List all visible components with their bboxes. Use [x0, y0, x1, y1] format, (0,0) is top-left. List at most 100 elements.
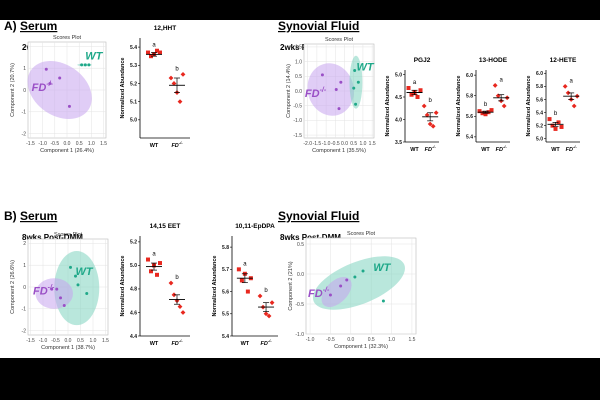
x-tick-label: -1.5 [26, 338, 35, 344]
y-tick-label: 5.4 [536, 110, 543, 116]
wt-point [353, 68, 357, 72]
y-tick-label: 5.2 [536, 123, 543, 129]
dot-plot-A-sf-13HODE: 5.4 5.6 5.8 6.0 13-HODE Normalized Abundance W… [456, 57, 510, 153]
metabolite-title: 13-HODE [479, 57, 508, 64]
fd-point [339, 284, 343, 288]
wt-data-point [418, 88, 423, 93]
dot-plot-B-serum-EET: 4.4 4.6 4.8 5.0 5.2 14,15 EET Normalized Abund… [120, 223, 190, 347]
y-axis-label: Component 2 (21%) [288, 261, 294, 310]
fd-point [337, 107, 341, 111]
y-axis-label: Normalized Abundance [526, 76, 532, 137]
wt-point [352, 86, 356, 90]
wt-point [80, 63, 84, 67]
section-subtitle: 8wks Post-DMM [22, 233, 83, 242]
fd-data-point [177, 304, 183, 309]
y-tick-label: 5.2 [130, 240, 137, 246]
x-tick-label: 1.5 [408, 337, 415, 343]
y-tick-label: 0.0 [297, 272, 304, 278]
dot-plot-A-sf-PGJ2: 3.5 4.0 4.5 5.0 PGJ2 Normalized Abundance WT a F… [385, 57, 439, 153]
significance-letter: b [484, 102, 488, 108]
wt-data-point [553, 126, 558, 131]
y-tick-label: -1.0 [293, 118, 302, 124]
significance-letter: b [175, 66, 179, 72]
y-tick-label: 5.0 [130, 263, 137, 269]
significance-letter: a [243, 261, 247, 267]
wt-point [353, 275, 357, 279]
fd-confidence-ellipse [27, 61, 92, 119]
wt-point [87, 63, 91, 67]
scores-plot-B-sf-scores: -1.0 -0.5 0.0 0.5 1.0 1.5 -1.0 -0.5 0.0 0.5 Scores… [288, 231, 417, 350]
wt-group-label: WT [76, 266, 94, 278]
fd-data-point [180, 71, 186, 77]
y-tick-label: 5.0 [395, 72, 402, 78]
y-tick-label: 4.5 [395, 95, 402, 101]
fd-point [67, 104, 71, 108]
scores-plot-A-serum-scores: -1.5 -1.0 -0.5 0.0 0.5 1.0 1.5 -2 -1 0 1 2 Scores Pl… [10, 35, 107, 154]
x-axis-label: Component 1 (38.7%) [41, 345, 95, 351]
x-category-label: WT [150, 341, 159, 347]
x-tick-label: -0.5 [326, 337, 335, 343]
metabolite-title: 14,15 EET [150, 223, 181, 230]
y-tick-label: 5.8 [222, 245, 229, 251]
fd-point [345, 278, 349, 282]
y-tick-label: 5.8 [466, 94, 473, 100]
x-tick-label: 1.5 [100, 141, 107, 147]
y-tick-label: 4.6 [130, 310, 137, 316]
y-tick-label: 5.6 [536, 97, 543, 103]
y-tick-label: -2 [22, 328, 27, 334]
wt-confidence-ellipse [349, 55, 363, 109]
significance-letter: b [175, 275, 179, 281]
wt-data-point [245, 289, 250, 294]
fd-data-point [263, 311, 269, 317]
fd-point [58, 76, 62, 80]
x-axis-label: Component 1 (26.4%) [40, 148, 94, 154]
x-tick-label: 1.0 [88, 141, 95, 147]
wt-point [356, 80, 360, 84]
x-category-label: FD-/- [496, 144, 508, 153]
y-tick-label: 6.0 [466, 73, 473, 79]
y-tick-label: 0.5 [297, 242, 304, 248]
wt-group-label: WT [85, 50, 103, 62]
x-category-label: WT [410, 147, 419, 153]
wt-data-point [158, 261, 162, 266]
x-tick-label: 0.0 [65, 338, 72, 344]
fd-data-point [433, 110, 439, 116]
y-tick-label: 6.0 [536, 71, 543, 77]
section-title-serum: Serum [20, 20, 57, 33]
y-tick-label: 1.5 [295, 45, 302, 51]
metabolite-title: 12,HHT [154, 25, 176, 32]
wt-data-point [550, 123, 555, 128]
y-tick-label: 2 [23, 241, 26, 247]
x-category-label: WT [150, 143, 159, 149]
fd-point [44, 67, 48, 71]
fd-point [55, 287, 59, 291]
x-tick-label: -1.0 [39, 338, 48, 344]
x-axis-label: Component 1 (32.3%) [334, 344, 388, 350]
x-tick-label: -1.5 [313, 141, 322, 147]
y-axis-label: Component 2 (20.7%) [10, 63, 16, 117]
wt-data-point [547, 117, 552, 122]
panel-letter: A) [4, 20, 17, 33]
y-axis-label: Normalized Abundance [120, 256, 126, 317]
y-tick-label: 5.6 [222, 289, 229, 295]
fd-data-point [180, 310, 186, 315]
x-category-label: FD-/- [260, 338, 272, 347]
fd-point [59, 296, 62, 300]
y-tick-label: 5.4 [222, 334, 229, 340]
fd-point [48, 81, 52, 85]
x-axis-label: Component 1 (35.5%) [312, 148, 366, 154]
x-tick-label: 0.0 [341, 141, 348, 147]
wt-point [354, 102, 358, 106]
wt-data-point [155, 272, 159, 277]
fd-point [339, 80, 343, 84]
fd-data-point [266, 313, 272, 319]
fd-point [334, 88, 338, 92]
significance-letter: b [554, 111, 558, 117]
x-tick-label: -1.0 [322, 141, 331, 147]
wt-group-label: WT [373, 262, 391, 274]
fd-data-point [430, 123, 436, 129]
fd-data-point [501, 103, 507, 109]
scores-plot-title: Scores Plot [325, 37, 354, 43]
x-tick-label: 0.5 [350, 141, 357, 147]
